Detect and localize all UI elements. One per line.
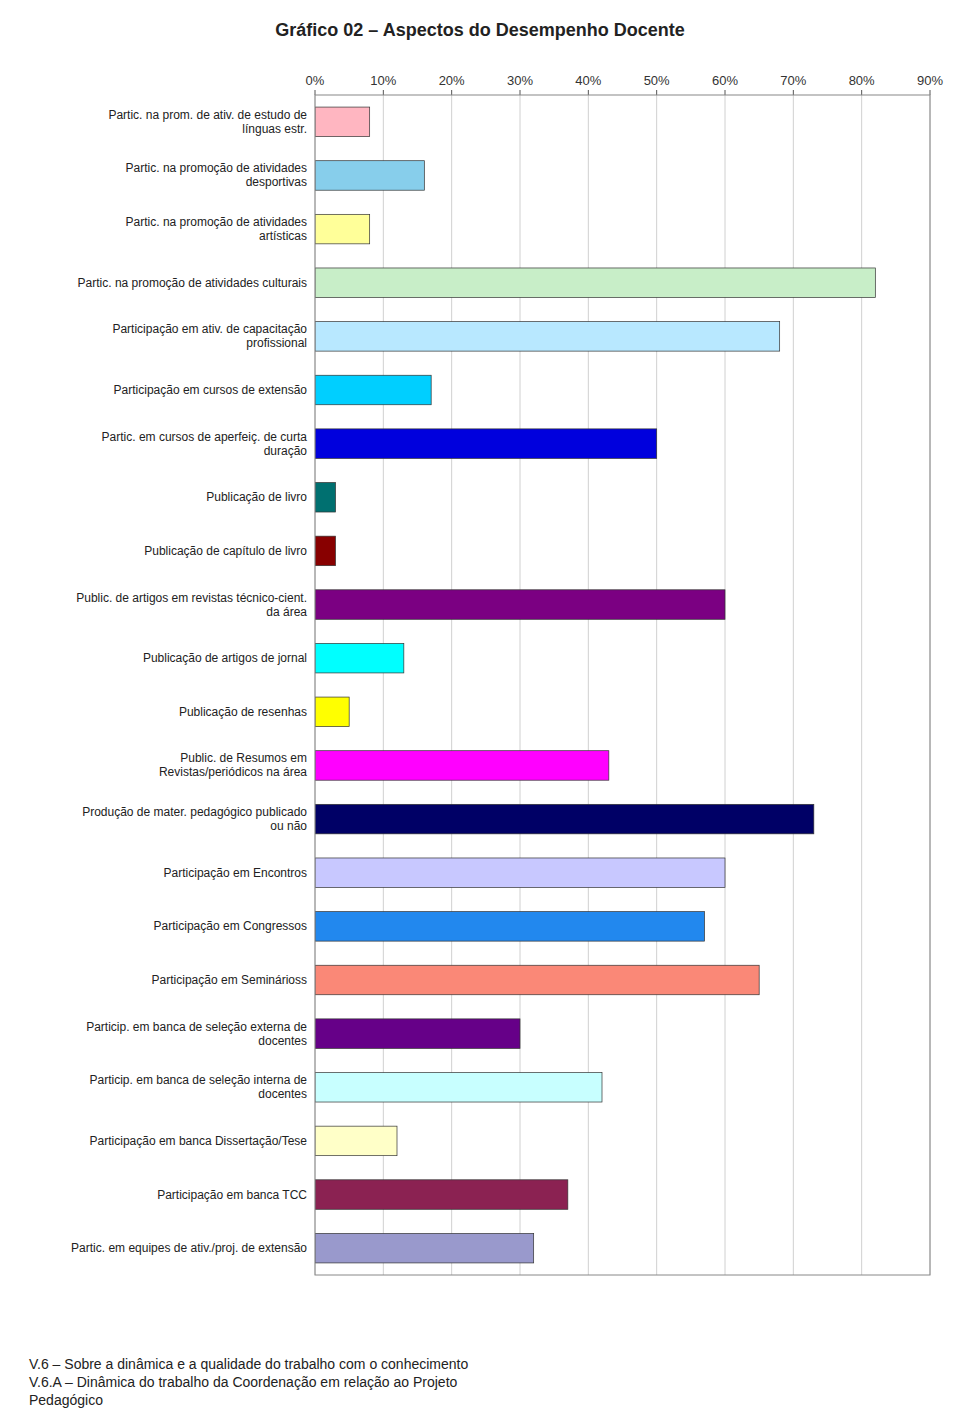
bar bbox=[315, 697, 349, 727]
bar bbox=[315, 161, 424, 191]
bar bbox=[315, 858, 725, 888]
bar bbox=[315, 643, 404, 673]
bar bbox=[315, 1233, 534, 1263]
bar bbox=[315, 429, 657, 459]
category-label: Public. de artigos em revistas técnico-c… bbox=[76, 591, 307, 619]
tick-mark bbox=[793, 90, 794, 95]
category-label: Particip. em banca de seleção externa de… bbox=[86, 1020, 307, 1048]
category-label: Participação em cursos de extensão bbox=[114, 383, 308, 397]
grid bbox=[315, 95, 930, 1275]
category-label: Publicação de artigos de jornal bbox=[143, 651, 307, 665]
bar bbox=[315, 1019, 520, 1049]
category-label: Participação em banca TCC bbox=[157, 1188, 307, 1202]
bar bbox=[315, 483, 336, 512]
category-label: Participação em banca Dissertação/Tese bbox=[90, 1134, 308, 1148]
tick-label: 20% bbox=[439, 73, 465, 88]
category-label: Publicação de capítulo de livro bbox=[144, 544, 307, 558]
bar bbox=[315, 536, 336, 566]
bar bbox=[315, 965, 759, 995]
tick-label: 80% bbox=[849, 73, 875, 88]
category-label: Participação em Congressos bbox=[154, 919, 307, 933]
category-label: Partic. em cursos de aperfeiç. de curtad… bbox=[102, 430, 308, 458]
tick-mark bbox=[383, 90, 384, 95]
category-label: Participação em ativ. de capacitaçãoprof… bbox=[112, 322, 307, 350]
tick-mark bbox=[520, 90, 521, 95]
category-label: Participação em Seminárioss bbox=[152, 973, 307, 987]
bar bbox=[315, 1180, 568, 1210]
tick-label: 50% bbox=[644, 73, 670, 88]
plot-frame bbox=[315, 95, 930, 1275]
category-label: Partic. na promoção de atividadesartísti… bbox=[126, 215, 307, 243]
tick-label: 30% bbox=[507, 73, 533, 88]
bar bbox=[315, 268, 875, 298]
bar bbox=[315, 1073, 602, 1103]
bar bbox=[315, 751, 609, 781]
tick-label: 0% bbox=[306, 73, 325, 88]
bar bbox=[315, 804, 814, 834]
tick-label: 10% bbox=[370, 73, 396, 88]
tick-mark bbox=[725, 90, 726, 95]
chart: Gráfico 02 – Aspectos do Desempenho Doce… bbox=[0, 0, 960, 1419]
category-label: Partic. na promoção de atividadesdesport… bbox=[126, 161, 307, 189]
footer: V.6 – Sobre a dinâmica e a qualidade do … bbox=[29, 1356, 468, 1408]
tick-mark bbox=[451, 90, 452, 95]
tick-mark bbox=[930, 90, 931, 95]
tick-label: 70% bbox=[780, 73, 806, 88]
bar bbox=[315, 107, 370, 136]
bar bbox=[315, 590, 725, 620]
category-label: Partic. em equipes de ativ./proj. de ext… bbox=[71, 1241, 307, 1255]
bars bbox=[315, 107, 875, 1263]
bar bbox=[315, 214, 370, 244]
category-label: Partic. na promoção de atividades cultur… bbox=[78, 276, 307, 290]
category-label: Particip. em banca de seleção interna de… bbox=[90, 1073, 308, 1101]
tick-mark bbox=[656, 90, 657, 95]
tick-label: 40% bbox=[575, 73, 601, 88]
category-label: Publicação de livro bbox=[206, 490, 307, 504]
bar bbox=[315, 322, 780, 352]
bar bbox=[315, 912, 705, 942]
category-label: Publicação de resenhas bbox=[179, 705, 307, 719]
tick-mark bbox=[861, 90, 862, 95]
tick-mark bbox=[315, 90, 316, 95]
category-label: Produção de mater. pedagógico publicadoo… bbox=[82, 805, 307, 833]
title: Gráfico 02 – Aspectos do Desempenho Doce… bbox=[275, 20, 684, 40]
tick-label: 90% bbox=[917, 73, 943, 88]
category-label: Partic. na prom. de ativ. de estudo delí… bbox=[108, 108, 307, 136]
tick-label: 60% bbox=[712, 73, 738, 88]
bar bbox=[315, 375, 431, 405]
category-label: Participação em Encontros bbox=[164, 866, 307, 880]
tick-mark bbox=[588, 90, 589, 95]
category-label: Public. de Resumos emRevistas/periódicos… bbox=[159, 751, 307, 779]
bar bbox=[315, 1126, 397, 1156]
